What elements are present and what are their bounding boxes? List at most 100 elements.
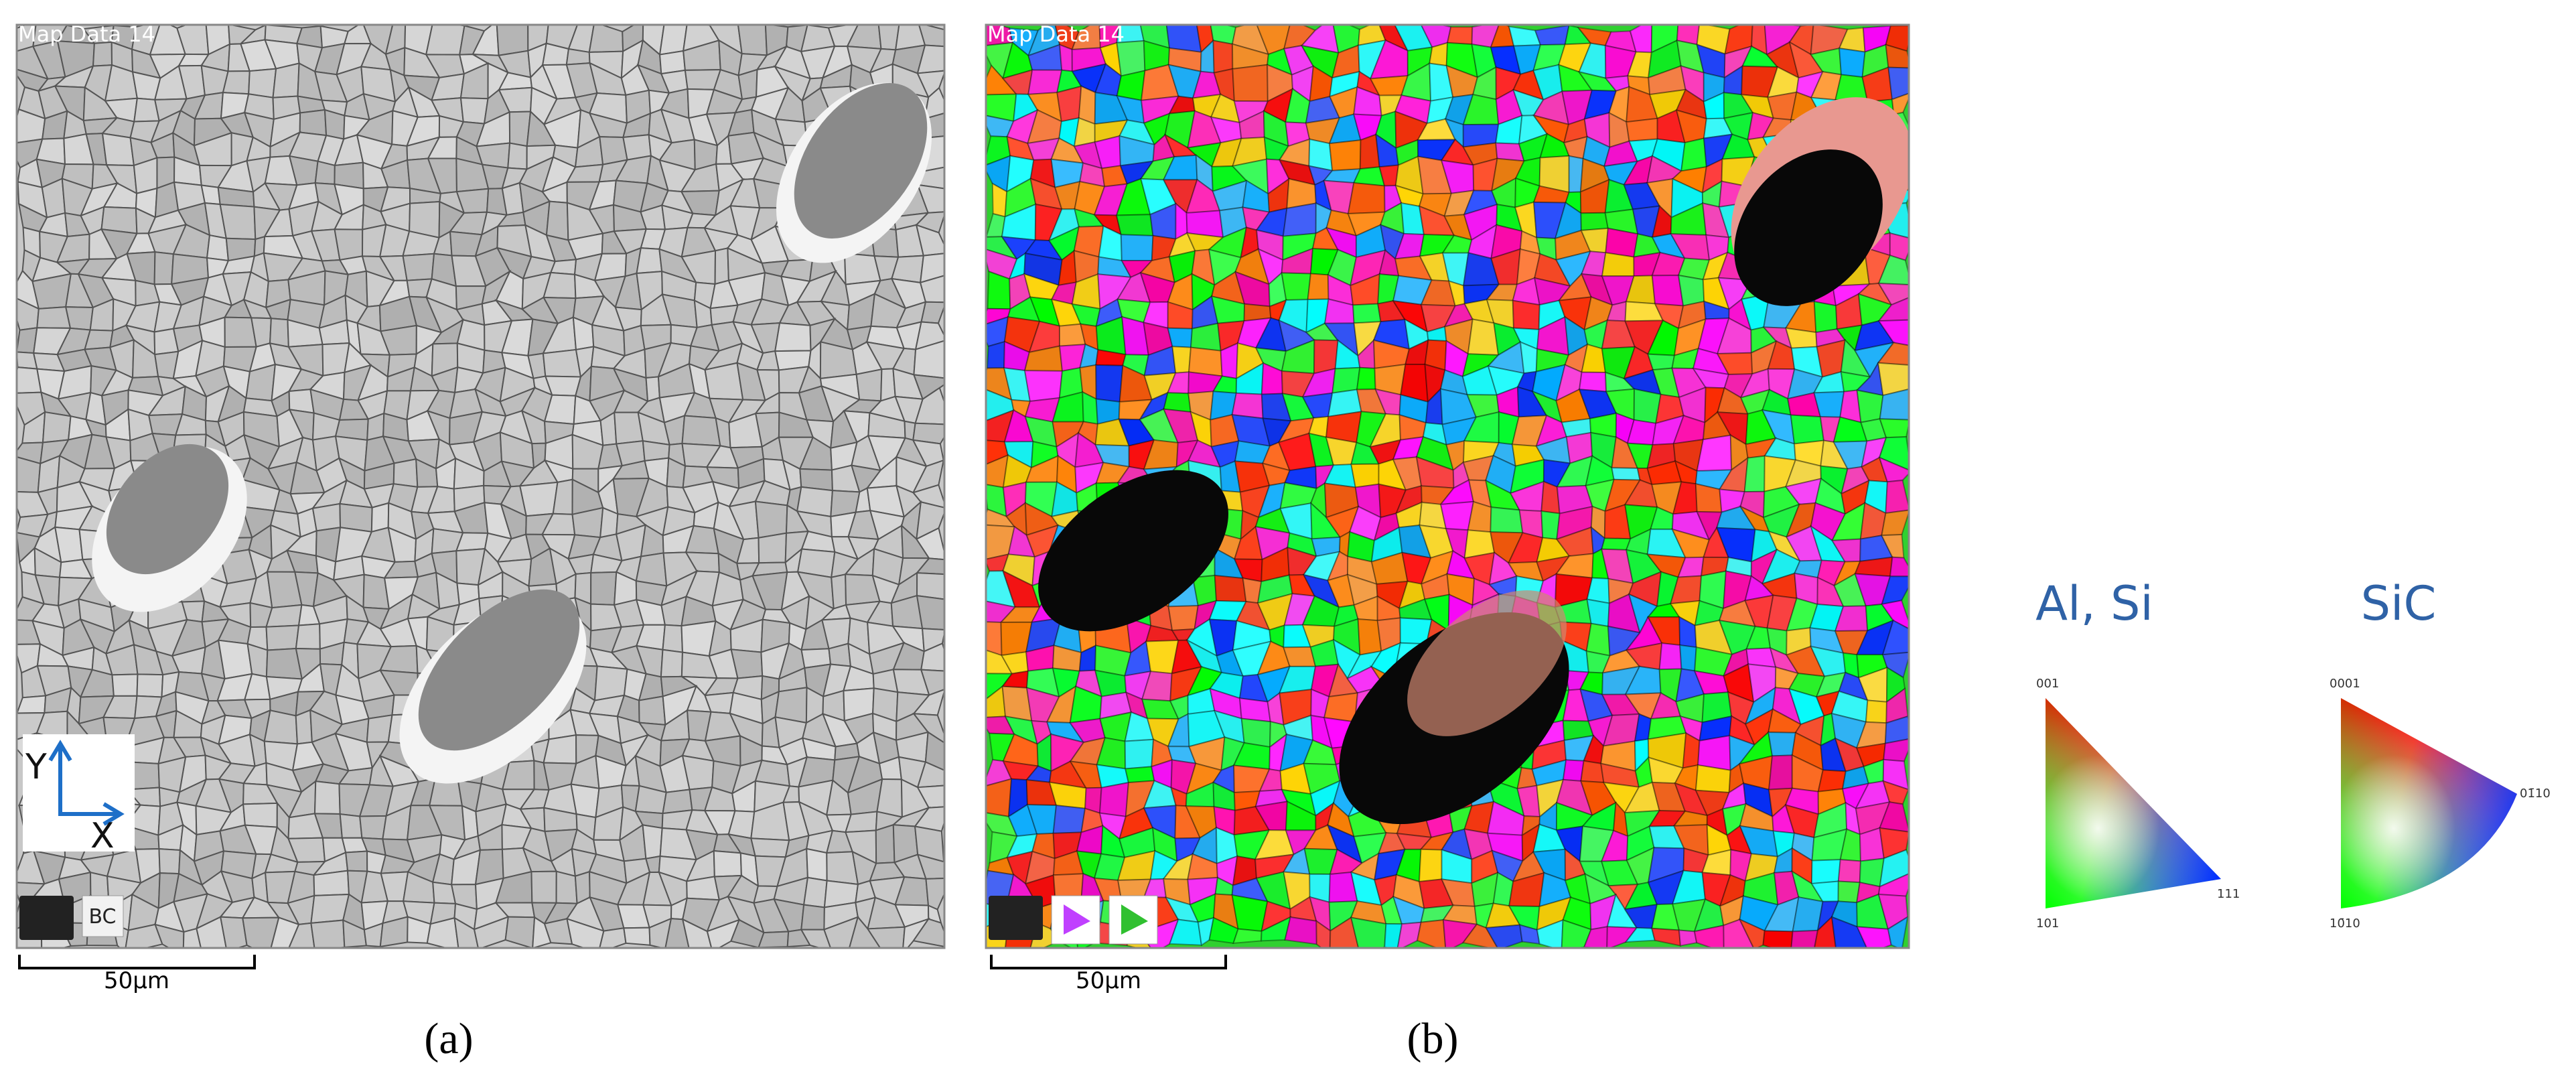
grain (242, 802, 278, 828)
grain (1171, 346, 1192, 374)
grain (295, 709, 313, 745)
grain (1416, 919, 1447, 948)
grain (662, 789, 693, 815)
grain (916, 44, 944, 74)
grain (1626, 117, 1658, 142)
grain (543, 734, 577, 764)
legend-title: SiC (2361, 576, 2437, 631)
grain (920, 669, 944, 696)
grain (311, 502, 342, 532)
grain (1695, 764, 1731, 794)
grain (324, 109, 346, 140)
grain (566, 917, 605, 948)
grain (664, 918, 690, 948)
particles-b (1038, 97, 1909, 825)
grain (313, 870, 350, 896)
grain (1120, 234, 1154, 262)
icon-button[interactable] (19, 896, 74, 940)
grain (912, 713, 944, 744)
icon (1064, 904, 1090, 935)
grain (1790, 929, 1819, 948)
grain (288, 922, 315, 948)
particle (418, 589, 580, 751)
grain (1697, 735, 1731, 771)
grain (1679, 644, 1697, 672)
grain (1190, 322, 1222, 352)
grain (1350, 917, 1387, 948)
grain (774, 322, 812, 352)
grain (1762, 930, 1794, 948)
grain (200, 184, 221, 206)
particle (1407, 590, 1567, 736)
grain (1238, 697, 1271, 723)
grain (242, 917, 280, 948)
grain (686, 876, 721, 901)
grain (1214, 574, 1247, 603)
grain (1446, 26, 1474, 46)
grain (565, 48, 591, 66)
grain (920, 642, 944, 672)
grain (272, 62, 300, 98)
grain (681, 415, 721, 447)
grain (64, 306, 94, 331)
scale-bar (990, 955, 1227, 969)
grain (196, 916, 227, 948)
grain (153, 251, 174, 285)
axis-icon (23, 734, 135, 852)
grain (1878, 436, 1909, 471)
grain (875, 823, 896, 864)
grain (1601, 252, 1635, 277)
grain (660, 649, 684, 678)
grain (295, 623, 321, 650)
grain (1768, 754, 1793, 791)
grain (590, 571, 618, 606)
grain (1837, 859, 1861, 884)
axis-label: Y (25, 747, 47, 787)
grain (831, 573, 847, 610)
grain (1880, 600, 1909, 630)
grain (504, 916, 536, 948)
grain (918, 25, 944, 48)
grain (544, 375, 582, 397)
corner-label: 10̄10 (2330, 917, 2360, 931)
grain (754, 500, 788, 539)
grain (1611, 467, 1641, 481)
grain (1743, 455, 1766, 493)
panel-label: (a) (424, 1014, 473, 1063)
grain (1347, 182, 1386, 215)
grain (800, 904, 825, 931)
grain (599, 506, 619, 539)
grain (916, 572, 944, 600)
grain (1352, 303, 1382, 324)
grain (1095, 364, 1124, 403)
grain (1889, 556, 1909, 578)
grain (866, 926, 906, 948)
grain (459, 97, 489, 125)
grain (914, 387, 944, 425)
grain (1212, 40, 1234, 74)
grain (1583, 926, 1608, 948)
frame (985, 23, 1910, 949)
grain (1887, 915, 1909, 948)
grain (219, 203, 257, 241)
grain (916, 594, 944, 631)
grain (1329, 917, 1360, 948)
grain (206, 234, 230, 262)
grain (1605, 227, 1639, 258)
particle (106, 444, 229, 575)
grain (1512, 299, 1541, 330)
grain (519, 481, 559, 517)
grain (1232, 928, 1263, 945)
grain (461, 805, 479, 841)
bc-button[interactable] (82, 895, 124, 937)
grain (737, 68, 758, 100)
icon-button[interactable] (989, 896, 1043, 940)
grain (1680, 137, 1707, 172)
grain (1879, 849, 1909, 888)
grain (915, 224, 944, 257)
grain (1677, 274, 1705, 307)
grain (758, 532, 788, 564)
grain (545, 200, 569, 241)
grain (1308, 138, 1334, 172)
grain (425, 25, 466, 56)
